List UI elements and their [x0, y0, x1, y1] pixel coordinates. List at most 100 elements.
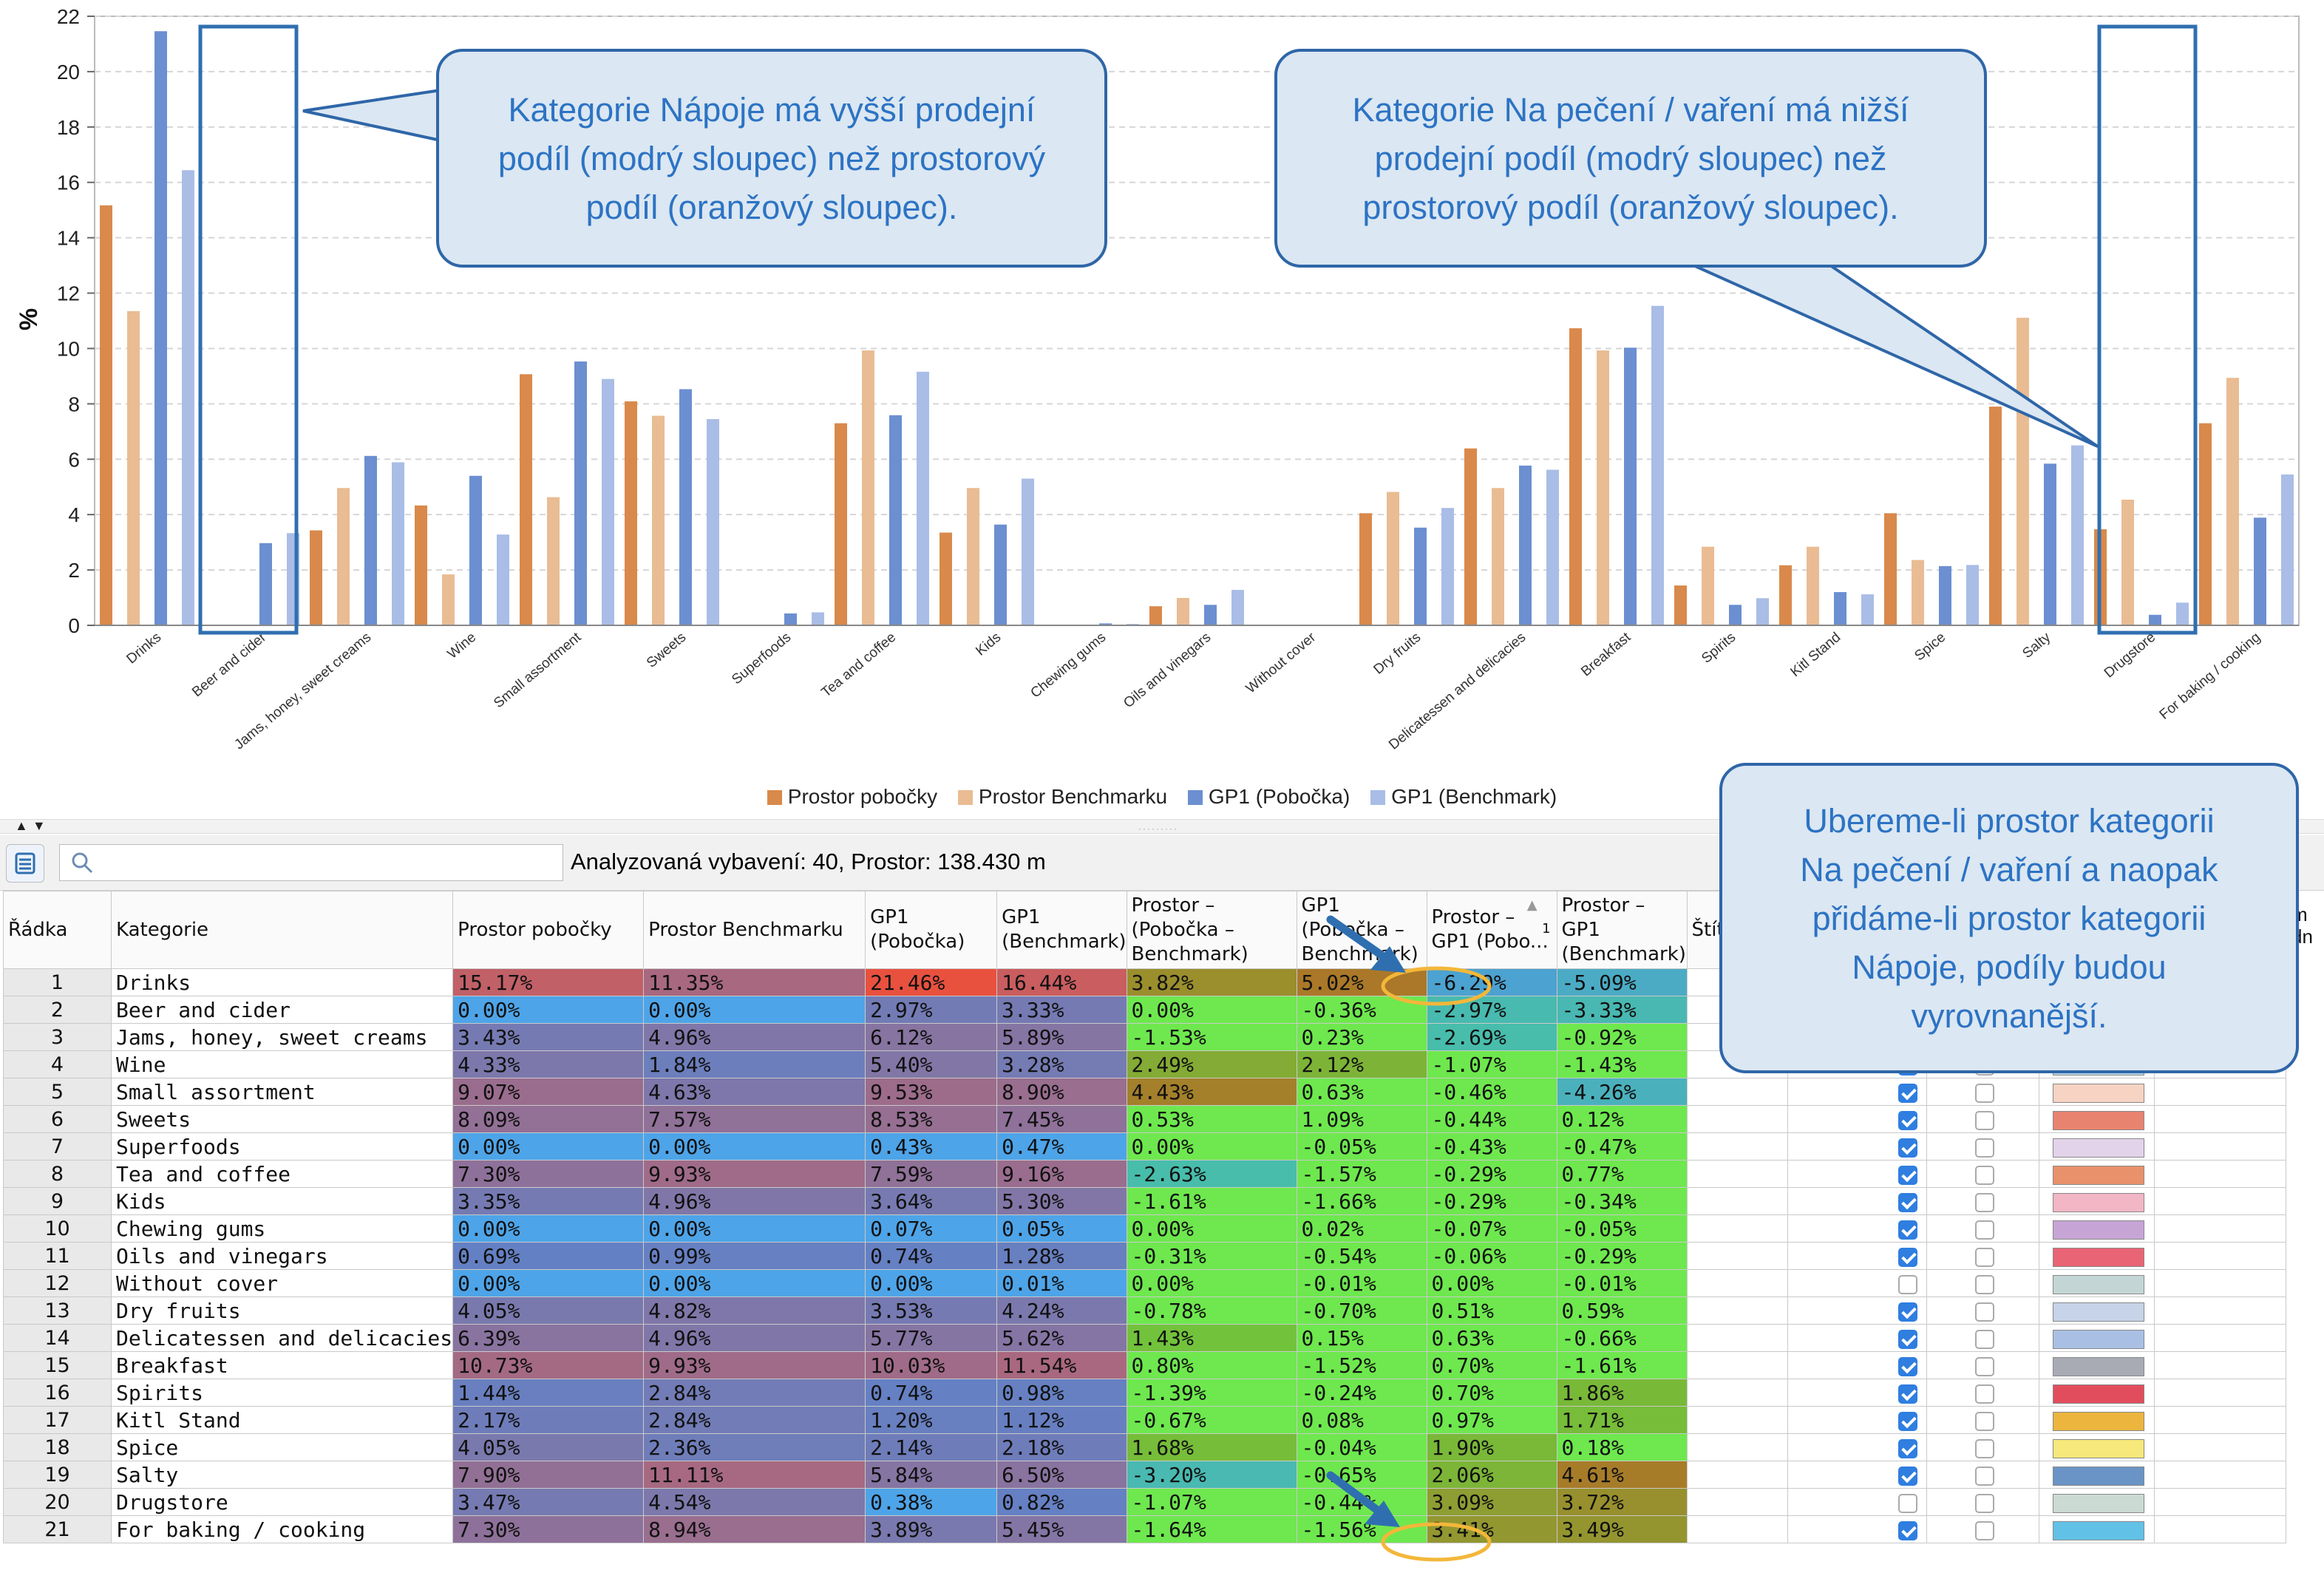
value-cell[interactable]: -1.57% [1296, 1160, 1427, 1188]
value-cell[interactable]: -0.54% [1296, 1242, 1427, 1270]
value-cell[interactable]: 1.12% [996, 1406, 1127, 1434]
table-row[interactable]: 18 Spice 4.05% 2.36% 2.14% 2.18% 1.68% -0.04% 1.… [3, 1433, 2286, 1461]
value-cell[interactable]: 3.64% [865, 1187, 998, 1215]
secondary-checkbox[interactable] [1975, 1083, 1995, 1103]
value-cell[interactable]: 0.47% [996, 1132, 1127, 1160]
value-cell[interactable]: 9.93% [643, 1160, 866, 1188]
value-cell[interactable]: 10.03% [865, 1351, 998, 1379]
color-swatch[interactable] [2053, 1192, 2145, 1212]
table-row[interactable]: 6 Sweets 8.09% 7.57% 8.53% 7.45% 0.53% 1.09% -0.… [3, 1105, 2286, 1133]
value-cell[interactable]: 9.53% [865, 1078, 998, 1106]
value-cell[interactable]: 0.98% [996, 1379, 1127, 1407]
category-cell[interactable]: Superfoods [110, 1132, 454, 1160]
value-cell[interactable]: 4.24% [996, 1297, 1127, 1325]
category-cell[interactable]: Dry fruits [110, 1297, 454, 1325]
value-cell[interactable]: 3.82% [1126, 968, 1297, 996]
value-cell[interactable]: -1.61% [1126, 1187, 1297, 1215]
value-cell[interactable]: -4.26% [1556, 1078, 1688, 1106]
table-row[interactable]: 5 Small assortment 9.07% 4.63% 9.53% 8.90% 4.4… [3, 1078, 2286, 1106]
tag-cell[interactable] [1686, 1488, 1788, 1516]
value-cell[interactable]: 0.00% [452, 1269, 645, 1297]
value-cell[interactable]: 1.20% [865, 1406, 998, 1434]
value-cell[interactable]: -0.43% [1426, 1132, 1557, 1160]
value-cell[interactable]: -1.53% [1126, 1023, 1297, 1051]
value-cell[interactable]: 1.71% [1556, 1406, 1688, 1434]
category-cell[interactable]: Oils and vinegars [110, 1242, 454, 1270]
value-cell[interactable]: 6.39% [452, 1324, 645, 1352]
visible-checkbox[interactable] [1897, 1384, 1917, 1404]
value-cell[interactable]: 4.54% [643, 1488, 866, 1516]
value-cell[interactable]: 2.17% [452, 1406, 645, 1434]
secondary-checkbox[interactable] [1975, 1138, 1995, 1158]
value-cell[interactable]: 8.94% [643, 1515, 866, 1543]
value-cell[interactable]: 0.38% [865, 1488, 998, 1516]
value-cell[interactable]: 0.80% [1126, 1351, 1297, 1379]
value-cell[interactable]: 0.97% [1426, 1406, 1557, 1434]
value-cell[interactable]: 4.05% [452, 1433, 645, 1461]
value-cell[interactable]: 0.08% [1296, 1406, 1427, 1434]
tag-cell[interactable] [1686, 1105, 1788, 1133]
value-cell[interactable]: -3.20% [1126, 1461, 1297, 1489]
value-cell[interactable]: 5.84% [865, 1461, 998, 1489]
value-cell[interactable]: -0.46% [1426, 1078, 1557, 1106]
secondary-checkbox[interactable] [1975, 1274, 1995, 1294]
value-cell[interactable]: 10.73% [452, 1351, 645, 1379]
value-cell[interactable]: 0.23% [1296, 1023, 1427, 1051]
color-swatch[interactable] [2053, 1083, 2145, 1103]
secondary-checkbox[interactable] [1975, 1384, 1995, 1404]
tag-cell[interactable] [1686, 1297, 1788, 1325]
value-cell[interactable]: -1.61% [1556, 1351, 1688, 1379]
visible-checkbox[interactable] [1897, 1520, 1917, 1540]
value-cell[interactable]: -0.06% [1426, 1242, 1557, 1270]
value-cell[interactable]: 8.90% [996, 1078, 1127, 1106]
visible-checkbox[interactable] [1897, 1247, 1917, 1267]
value-cell[interactable]: 0.74% [865, 1242, 998, 1270]
value-cell[interactable]: 3.89% [865, 1515, 998, 1543]
value-cell[interactable]: 0.00% [643, 996, 866, 1024]
value-cell[interactable]: 5.45% [996, 1515, 1127, 1543]
value-cell[interactable]: 4.82% [643, 1297, 866, 1325]
value-cell[interactable]: -1.07% [1126, 1488, 1297, 1516]
secondary-checkbox[interactable] [1975, 1438, 1995, 1458]
value-cell[interactable]: -0.01% [1296, 1269, 1427, 1297]
table-row[interactable]: 15 Breakfast 10.73% 9.93% 10.03% 11.54% 0.80% -… [3, 1351, 2286, 1379]
value-cell[interactable]: 3.35% [452, 1187, 645, 1215]
value-cell[interactable]: -0.44% [1426, 1105, 1557, 1133]
value-cell[interactable]: 9.16% [996, 1160, 1127, 1188]
value-cell[interactable]: -0.31% [1126, 1242, 1297, 1270]
value-cell[interactable]: 0.07% [865, 1214, 998, 1243]
value-cell[interactable]: 2.84% [643, 1379, 866, 1407]
value-cell[interactable]: -0.24% [1296, 1379, 1427, 1407]
category-cell[interactable]: Spice [110, 1433, 454, 1461]
value-cell[interactable]: 0.59% [1556, 1297, 1688, 1325]
visible-checkbox[interactable] [1897, 1220, 1917, 1240]
value-cell[interactable]: 4.96% [643, 1023, 866, 1051]
value-cell[interactable]: 0.69% [452, 1242, 645, 1270]
search-input[interactable] [104, 848, 551, 877]
visible-checkbox[interactable] [1897, 1356, 1917, 1376]
value-cell[interactable]: -0.29% [1426, 1187, 1557, 1215]
value-cell[interactable]: 0.00% [1426, 1269, 1557, 1297]
table-row[interactable]: 20 Drugstore 3.47% 4.54% 0.38% 0.82% -1.07% -0.… [3, 1488, 2286, 1516]
secondary-checkbox[interactable] [1975, 1302, 1995, 1322]
value-cell[interactable]: 4.96% [643, 1187, 866, 1215]
value-cell[interactable]: 6.50% [996, 1461, 1127, 1489]
category-cell[interactable]: Beer and cider [110, 996, 454, 1024]
value-cell[interactable]: -1.52% [1296, 1351, 1427, 1379]
table-row[interactable]: 7 Superfoods 0.00% 0.00% 0.43% 0.47% 0.00% -0.0… [3, 1132, 2286, 1160]
value-cell[interactable]: 3.47% [452, 1488, 645, 1516]
search-box[interactable] [59, 844, 563, 881]
value-cell[interactable]: -0.29% [1426, 1160, 1557, 1188]
value-cell[interactable]: 7.59% [865, 1160, 998, 1188]
value-cell[interactable]: -0.05% [1556, 1214, 1688, 1243]
category-cell[interactable]: Tea and coffee [110, 1160, 454, 1188]
visible-checkbox[interactable] [1897, 1165, 1917, 1185]
category-cell[interactable]: Sweets [110, 1105, 454, 1133]
value-cell[interactable]: 0.00% [1126, 1269, 1297, 1297]
value-cell[interactable]: 1.44% [452, 1379, 645, 1407]
category-cell[interactable]: Delicatessen and delicacies [110, 1324, 454, 1352]
visible-checkbox[interactable] [1897, 1138, 1917, 1158]
header-category[interactable]: Kategorie [110, 891, 454, 969]
value-cell[interactable]: 8.09% [452, 1105, 645, 1133]
value-cell[interactable]: -2.69% [1426, 1023, 1557, 1051]
